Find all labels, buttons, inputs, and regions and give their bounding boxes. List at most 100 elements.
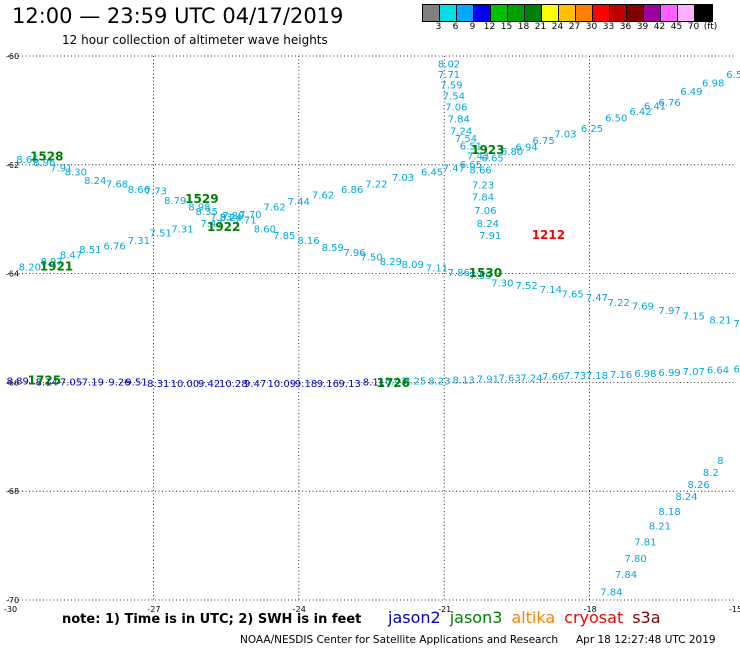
pass-time-label: 1529 — [185, 192, 218, 206]
axis-labels: -60 -62 -64 -66 -68 -70-30 -27 -24 -21 -18 -15 — [4, 52, 740, 614]
wave-height-value: 7.54 — [443, 92, 465, 103]
wave-height-value: 7.91 — [479, 231, 501, 242]
wave-height-value: 8.24 — [675, 492, 697, 503]
colorbar-swatch — [627, 5, 644, 21]
colorbar-label: 33 — [600, 22, 617, 32]
wave-height-value: 7.30 — [491, 279, 513, 290]
wave-height-value: 9.47 — [244, 379, 266, 390]
wave-height-value: 7.03 — [392, 173, 414, 184]
page-title: 12:00 — 23:59 UTC 04/17/2019 — [12, 4, 343, 28]
wave-height-value: 6.50 — [605, 113, 627, 124]
wave-height-value: 8.51 — [79, 245, 101, 256]
colorbar-swatch — [559, 5, 576, 21]
page-subtitle: 12 hour collection of altimeter wave hei… — [62, 33, 328, 47]
wave-height-value: 8.24 — [477, 219, 499, 230]
wave-height-value: 7.65 — [562, 290, 584, 301]
wave-height-value: 8.66 — [469, 166, 491, 177]
wave-height-value: 7.31 — [171, 224, 193, 235]
lat-tick-label: -60 — [6, 52, 19, 61]
wave-height-value: 7.52 — [515, 281, 537, 292]
wave-height-value: 7.73 — [564, 371, 586, 382]
colorbar-swatch — [440, 5, 457, 21]
colorbar-label: 70 — [685, 22, 702, 32]
wave-height-value: 7.18 — [586, 371, 608, 382]
wave-height-value: 7.97 — [658, 306, 680, 317]
legend-s3a: s3a — [632, 608, 660, 627]
lat-tick-label: -70 — [6, 596, 19, 605]
wave-height-value: 7.88 — [734, 319, 740, 330]
colorbar-swatch — [508, 5, 525, 21]
footer-timestamp: Apr 18 12:27:48 UTC 2019 — [576, 634, 716, 646]
wave-height-value: 8.59 — [322, 243, 344, 254]
wave-height-value: 6.49 — [734, 365, 740, 376]
colorbar-swatch — [525, 5, 542, 21]
wave-height-value: 6.75 — [532, 136, 554, 147]
wave-height-value: 8.31 — [147, 379, 169, 390]
wave-height-value: 7.15 — [683, 311, 705, 322]
pass-time-label: 1922 — [207, 220, 240, 234]
colorbar-label: 9 — [464, 22, 481, 32]
wave-height-value: 9.13 — [339, 379, 361, 390]
pass-time-label: 1530 — [469, 266, 502, 280]
wave-height-value: 8.26 — [688, 480, 710, 491]
colorbar-swatch — [593, 5, 610, 21]
colorbar-swatch — [610, 5, 627, 21]
wave-height-value: 7.84 — [600, 588, 622, 599]
wave-height-value: 6.76 — [658, 98, 680, 109]
wave-height-value: 8.2 — [703, 468, 719, 479]
colorbar-swatch — [695, 5, 712, 21]
wave-height-value: 7.62 — [312, 191, 334, 202]
wave-height-value: 7.69 — [632, 302, 654, 313]
units-note: note: 1) Time is in UTC; 2) SWH is in fe… — [62, 612, 361, 627]
wave-height-value: 7.22 — [365, 180, 387, 191]
grid-layer — [8, 56, 735, 600]
wave-height-value: 7.84 — [472, 193, 494, 204]
wave-height-value: 7.63 — [498, 373, 520, 384]
wave-height-value: 7.05 — [60, 378, 82, 389]
wave-height-value: 7.68 — [106, 180, 128, 191]
legend-jason3: jason3 — [450, 608, 503, 627]
wave-height-value: 7.70 — [239, 210, 261, 221]
legend-jason2: jason2 — [388, 608, 441, 627]
lat-tick-label: -68 — [6, 487, 19, 496]
colorbar-swatch — [661, 5, 678, 21]
lat-tick-label: -64 — [6, 270, 19, 279]
colorbar-label: 15 — [498, 22, 515, 32]
legend-altika: altika — [511, 608, 555, 627]
wave-height-value: 8.18 — [658, 507, 680, 518]
wave-height-value: 7.22 — [608, 298, 630, 309]
wave-height-colorbar — [422, 4, 713, 22]
wave-height-value: 10.09 — [268, 379, 297, 390]
wave-height-value: 9.42 — [198, 379, 220, 390]
wave-height-value: 8 — [717, 456, 723, 467]
colorbar-swatch — [423, 5, 440, 21]
colorbar-label: 45 — [668, 22, 685, 32]
lon-tick-label: -15 — [729, 605, 740, 614]
colorbar-swatch — [576, 5, 593, 21]
wave-height-value: 7.19 — [82, 378, 104, 389]
wave-height-value: 6.98 — [702, 78, 724, 89]
colorbar-swatch — [542, 5, 559, 21]
colorbar-swatch — [457, 5, 474, 21]
wave-height-value: 7.07 — [683, 367, 705, 378]
wave-height-value: 8.21 — [649, 521, 671, 532]
wave-height-value: 6.53 — [726, 70, 740, 81]
wave-height-value: 7.44 — [288, 197, 310, 208]
wave-height-value: 6.76 — [103, 242, 125, 253]
wave-height-value: 6.49 — [680, 87, 702, 98]
wave-height-value: 8.89 — [7, 377, 29, 388]
colorbar-labels: 3 6 9 12 15 18 21 24 27 30 33 36 39 42 45 70 (ft) — [422, 22, 740, 34]
wave-height-value: 7.84 — [448, 114, 470, 125]
colorbar-label: 42 — [651, 22, 668, 32]
wave-height-value: 7.06 — [445, 102, 467, 113]
colorbar-label: 3 — [430, 22, 447, 32]
wave-height-value: 8.21 — [709, 316, 731, 327]
colorbar-swatch — [491, 5, 508, 21]
wave-height-value: 7.06 — [474, 206, 496, 217]
wave-height-value: 7.81 — [634, 538, 656, 549]
wave-height-value: 6.64 — [707, 366, 729, 377]
wave-height-value: 7.24 — [520, 373, 542, 384]
footer-credit: NOAA/NESDIS Center for Satellite Applica… — [240, 634, 558, 646]
colorbar-swatch — [678, 5, 695, 21]
wave-height-value: 6.99 — [658, 368, 680, 379]
